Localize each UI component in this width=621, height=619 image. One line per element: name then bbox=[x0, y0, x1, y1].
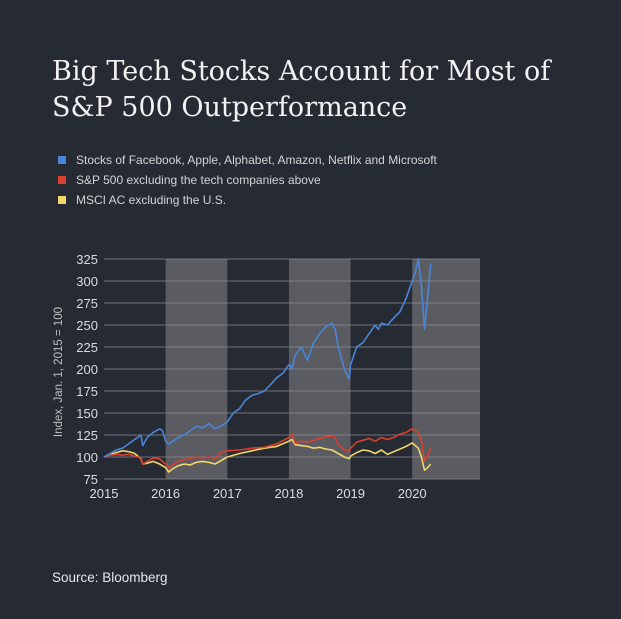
chart-title: Big Tech Stocks Account for Most of S&P … bbox=[52, 56, 551, 123]
y-tick-275: 275 bbox=[76, 296, 98, 311]
x-tick-2015: 2015 bbox=[90, 486, 119, 501]
y-tick-75: 75 bbox=[84, 472, 98, 487]
y-tick-250: 250 bbox=[76, 318, 98, 333]
series-line-0 bbox=[103, 258, 432, 458]
y-tick-300: 300 bbox=[76, 274, 98, 289]
x-tick-2016: 2016 bbox=[151, 486, 180, 501]
legend-swatch-tech bbox=[58, 156, 66, 164]
y-tick-100: 100 bbox=[76, 450, 98, 465]
x-tick-2019: 2019 bbox=[336, 486, 365, 501]
y-axis-label: Index, Jan. 1, 2015 = 100 bbox=[53, 307, 65, 437]
y-tick-200: 200 bbox=[76, 362, 98, 377]
legend: Stocks of Facebook, Apple, Alphabet, Ama… bbox=[58, 150, 437, 210]
series-line-2 bbox=[103, 438, 432, 473]
series-line-1 bbox=[103, 428, 432, 469]
source-note: Source: Bloomberg bbox=[52, 570, 168, 585]
legend-label-sp500: S&P 500 excluding the tech companies abo… bbox=[76, 173, 321, 187]
legend-item-sp500: S&P 500 excluding the tech companies abo… bbox=[58, 170, 437, 190]
legend-item-msci: MSCI AC excluding the U.S. bbox=[58, 190, 437, 210]
y-tick-325: 325 bbox=[76, 252, 98, 267]
y-tick-225: 225 bbox=[76, 340, 98, 355]
legend-label-tech: Stocks of Facebook, Apple, Alphabet, Ama… bbox=[76, 153, 437, 167]
series-lines bbox=[103, 258, 432, 473]
legend-label-msci: MSCI AC excluding the U.S. bbox=[76, 193, 227, 207]
x-tick-2018: 2018 bbox=[274, 486, 303, 501]
x-tick-2017: 2017 bbox=[213, 486, 242, 501]
legend-item-tech: Stocks of Facebook, Apple, Alphabet, Ama… bbox=[58, 150, 437, 170]
gridlines bbox=[104, 258, 480, 480]
y-tick-150: 150 bbox=[76, 406, 98, 421]
y-tick-125: 125 bbox=[76, 428, 98, 443]
x-tick-labels: 2015 2016 2017 2018 2019 2020 bbox=[90, 486, 427, 501]
y-tick-175: 175 bbox=[76, 384, 98, 399]
legend-swatch-sp500 bbox=[58, 176, 66, 184]
legend-swatch-msci bbox=[58, 196, 66, 204]
y-tick-labels: 75 100 125 150 175 200 225 250 275 300 325 bbox=[76, 252, 98, 487]
x-tick-2020: 2020 bbox=[398, 486, 427, 501]
